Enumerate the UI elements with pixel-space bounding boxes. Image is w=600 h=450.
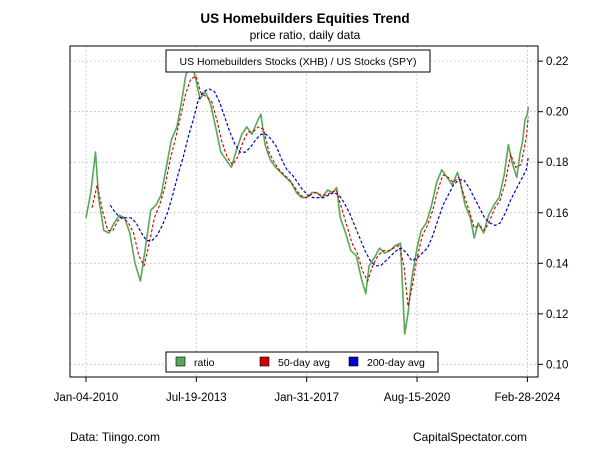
y-tick-label: 0.22	[546, 56, 568, 68]
footer-brand: CapitalSpectator.com	[413, 430, 527, 444]
series-line-200-day-avg	[109, 88, 529, 267]
y-tick-label: 0.16	[546, 208, 568, 220]
chart-subtitle: price ratio, daily data	[250, 28, 361, 42]
plot-frame	[69, 45, 539, 378]
grid-layer	[70, 46, 538, 377]
series-line-50-day-avg	[91, 75, 529, 307]
legend-swatch-ratio	[175, 356, 186, 367]
legend-frame	[165, 351, 439, 373]
legend: ratio 50-day avg 200-day avg	[165, 351, 439, 373]
chart-title: US Homebuilders Equities Trend	[200, 11, 409, 26]
legend-label-200-day-avg: 200-day avg	[367, 357, 425, 369]
x-tick-label: Jul-19-2013	[166, 392, 227, 404]
footer-source: Data: Tiingo.com	[70, 430, 160, 444]
inset-label: US Homebuilders Stocks (XHB) / US Stocks…	[180, 56, 417, 68]
series-layer	[85, 57, 530, 335]
y-tick-label: 0.14	[546, 258, 569, 270]
inset-label-box: US Homebuilders Stocks (XHB) / US Stocks…	[165, 49, 431, 73]
x-tick-label: Aug-15-2020	[384, 392, 451, 404]
y-tick-label: 0.10	[546, 359, 568, 371]
y-tick-label: 0.18	[546, 157, 568, 169]
legend-swatch-200-day-avg	[348, 356, 359, 367]
inset-label-frame	[165, 49, 431, 73]
legend-label-ratio: ratio	[194, 357, 215, 369]
legend-label-50-day-avg: 50-day avg	[278, 357, 330, 369]
y-axis: 0.10 0.12 0.14 0.16 0.18 0.20 0.22	[538, 56, 569, 371]
x-tick-label: Jan-31-2017	[274, 392, 339, 404]
y-tick-label: 0.12	[546, 309, 568, 321]
x-tick-label: Jan-04-2010	[54, 392, 119, 404]
legend-swatch-50-day-avg	[259, 356, 270, 367]
x-tick-label: Feb-28-2024	[494, 392, 560, 404]
x-axis: Jan-04-2010 Jul-19-2013 Jan-31-2017 Aug-15-…	[54, 377, 561, 404]
y-tick-label: 0.20	[546, 107, 568, 119]
